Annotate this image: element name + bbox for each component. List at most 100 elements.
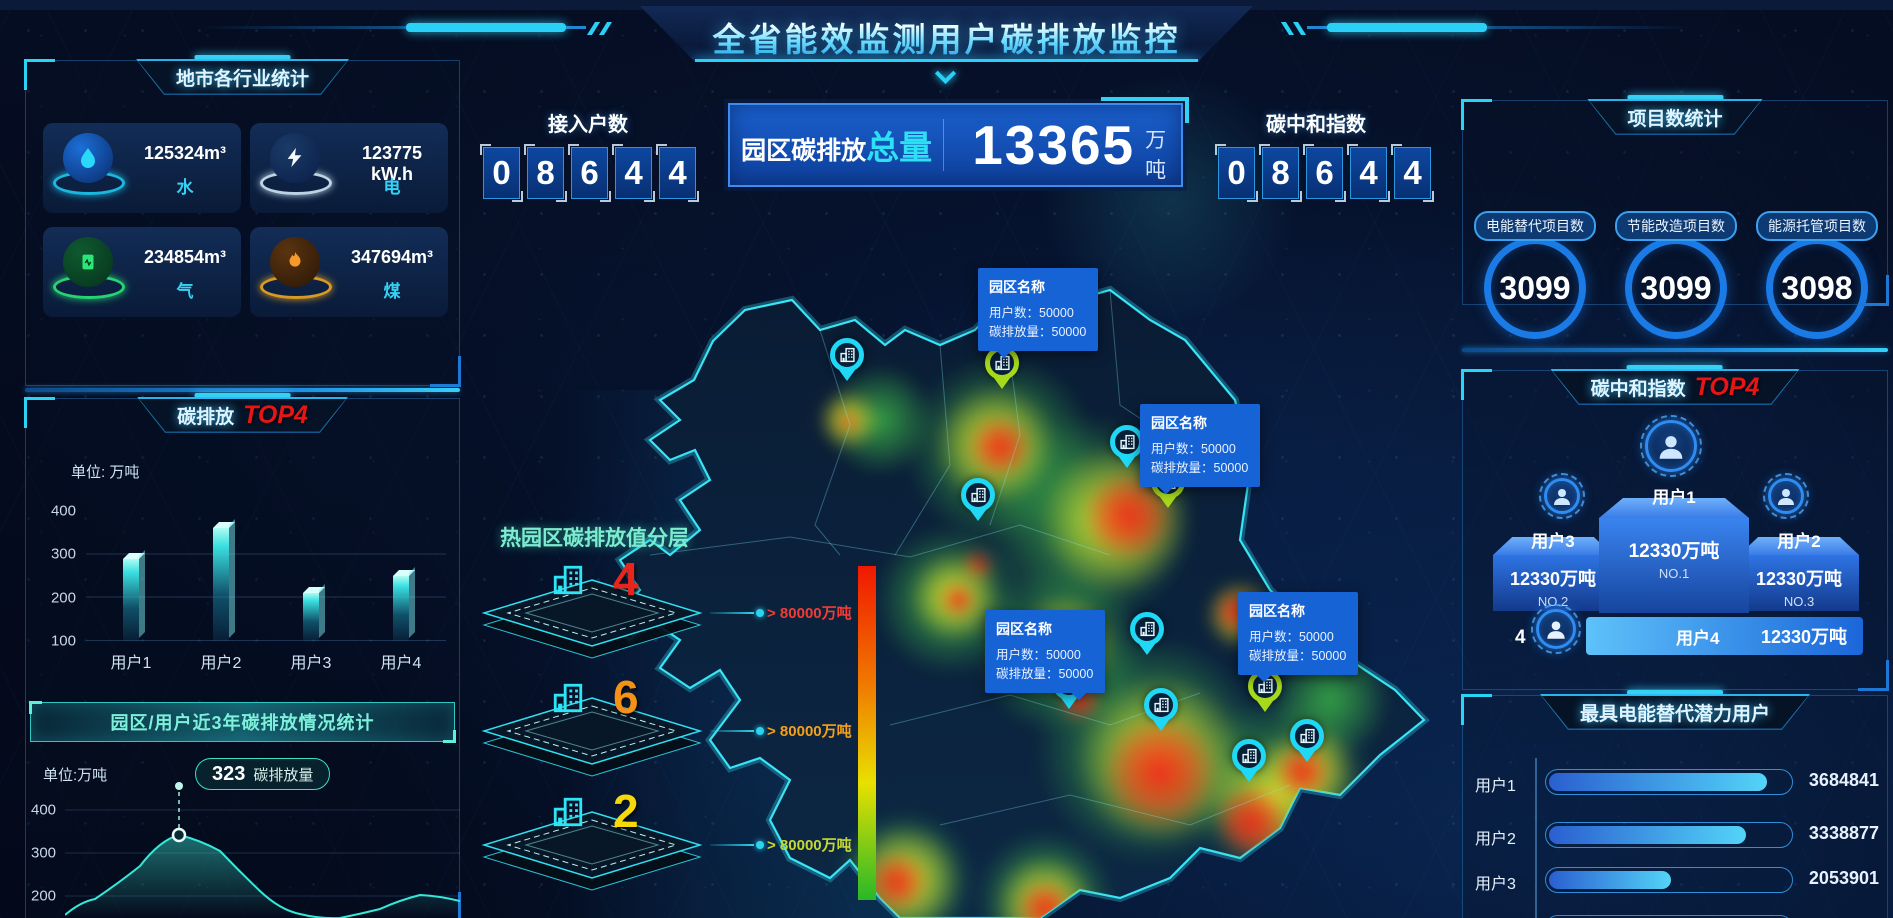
x-tick: 用户2 (200, 655, 242, 672)
user-name: 用户2 (1475, 831, 1516, 848)
digit-box: 0 (1215, 144, 1258, 202)
user-value: 3338877 (1808, 823, 1879, 843)
panel-carbon-top4-title: 碳排放 (177, 406, 235, 428)
potential-row[interactable]: 用户4 (1463, 914, 1887, 918)
progress-track (1545, 769, 1793, 795)
building-icon (551, 564, 585, 601)
stat-card-coal[interactable]: 347694m³ 煤 (250, 227, 448, 317)
panel-industry-stats: 地市各行业统计 125324m³ 水 123775 kW.h 电 234854m… (24, 55, 461, 387)
stat-label: 电 (383, 178, 401, 197)
chart-tooltip: 323 碳排放量 (195, 758, 331, 790)
fourth-user-bar[interactable]: 用户4 12330万吨 (1586, 617, 1863, 655)
total-accent: 总量 (866, 129, 933, 166)
rank-index: 4 (1515, 627, 1526, 648)
total-value: 13365 (972, 114, 1136, 176)
connector-line (710, 609, 764, 617)
progress-track (1545, 822, 1793, 848)
layer-row: 4 > 80000万吨 (455, 552, 905, 670)
podium-block-3: 12330万吨 NO.3 (1739, 537, 1859, 611)
trend-chart-section: 单位:万吨 323 碳排放量 400 300 200 (25, 752, 460, 918)
park-marker[interactable] (1232, 739, 1266, 773)
x-tick: 用户4 (380, 655, 422, 672)
lightning-icon (270, 133, 320, 183)
access-users-label: 接入户数 (548, 114, 628, 136)
top4-accent: TOP4 (1694, 372, 1760, 401)
bar-user4[interactable] (393, 576, 409, 641)
bar-user1[interactable] (123, 559, 139, 641)
y-tick: 100 (50, 632, 76, 650)
progress-fill (1549, 871, 1672, 889)
podium-value: 12330万吨 (1628, 541, 1720, 562)
y-tick: 200 (31, 887, 57, 905)
layers-title: 热园区碳排放值分层 (500, 527, 689, 550)
potential-row[interactable]: 用户2 3338877 (1463, 821, 1887, 849)
y-tick: 200 (50, 589, 76, 607)
digit-box: 4 (656, 144, 699, 202)
building-icon (551, 682, 585, 719)
stat-card-gas[interactable]: 234854m³ 气 (43, 227, 241, 317)
park-marker[interactable] (1144, 688, 1178, 722)
digit-box: 6 (568, 144, 611, 202)
platform-icon (481, 579, 703, 659)
project-value: 3099 (1625, 237, 1727, 339)
divider (1462, 348, 1888, 352)
digit-box: 0 (480, 144, 523, 202)
park-marker[interactable] (830, 338, 864, 372)
header-strip (0, 0, 1893, 10)
park-marker[interactable] (1290, 719, 1324, 753)
stat-card-water[interactable]: 125324m³ 水 (43, 123, 241, 213)
panel-potential-head: 最具电能替代潜力用户 (1540, 690, 1810, 730)
layer-count: 2 (613, 785, 639, 837)
project-label: 节能改造项目数 (1615, 211, 1737, 241)
neutral-index-label: 碳中和指数 (1266, 114, 1366, 136)
park-tooltip: 园区名称 用户数：50000 碳排放量：50000 (978, 268, 1098, 351)
stat-card-electric[interactable]: 123775 kW.h 电 (250, 123, 448, 213)
digit-box: 4 (1347, 144, 1390, 202)
panel-potential-users: 最具电能替代潜力用户 用户1 3684841 用户2 3338877 用户3 2… (1461, 690, 1888, 918)
podium-rank: NO.1 (1658, 566, 1690, 581)
layer-threshold: > 80000万吨 (767, 723, 852, 740)
park-marker[interactable] (1130, 612, 1164, 646)
header-wing-right (1263, 22, 1693, 36)
connector-line (710, 727, 764, 735)
flame-icon (270, 237, 320, 287)
y-tick: 400 (31, 801, 57, 819)
park-marker[interactable] (1110, 425, 1144, 459)
axis-line (1535, 758, 1537, 918)
y-tick: 300 (50, 545, 76, 563)
park-tooltip: 园区名称 用户数：50000 碳排放量：50000 (985, 610, 1105, 693)
bar-user2[interactable] (213, 528, 229, 641)
layer-threshold: > 80000万吨 (767, 605, 852, 622)
unit-label: 单位: 万吨 (71, 464, 140, 481)
digit-box: 4 (612, 144, 655, 202)
building-icon (551, 796, 585, 833)
project-stat: 3099 节能改造项目数 (1615, 211, 1737, 341)
tooltip-value: 323 (212, 762, 246, 785)
potential-row[interactable]: 用户1 3684841 (1463, 768, 1887, 796)
project-label: 电能替代项目数 (1474, 211, 1596, 241)
park-marker[interactable] (961, 478, 995, 512)
user-name: 用户3 (1475, 876, 1516, 893)
avatar (1539, 473, 1585, 519)
gas-tank-icon (63, 237, 113, 287)
header-wing-left (200, 22, 630, 36)
project-value: 3098 (1766, 237, 1868, 339)
stat-value: 347694m³ (350, 247, 434, 267)
park-tooltip: 园区名称 用户数：50000 碳排放量：50000 (1238, 592, 1358, 675)
podium-rank: NO.3 (1783, 594, 1815, 609)
podium-value: 12330万吨 (1755, 569, 1843, 589)
platform-icon (481, 697, 703, 777)
stat-label: 煤 (383, 282, 401, 301)
history-stats-button[interactable]: 园区/用户近3年碳排放情况统计 (29, 701, 456, 743)
bar-user3[interactable] (303, 593, 319, 641)
potential-row[interactable]: 用户3 2053901 (1463, 866, 1887, 894)
province-heat-map[interactable] (590, 225, 1450, 918)
podium-name-1: 用户1 (1652, 488, 1696, 507)
avatar (1763, 473, 1809, 519)
project-label: 能源托管项目数 (1756, 211, 1878, 241)
user-name: 用户1 (1475, 778, 1516, 795)
chevron-down-icon (934, 62, 957, 85)
page-title: 全省能效监测用户碳排放监控 (640, 13, 1253, 61)
layer-count: 6 (613, 671, 639, 723)
